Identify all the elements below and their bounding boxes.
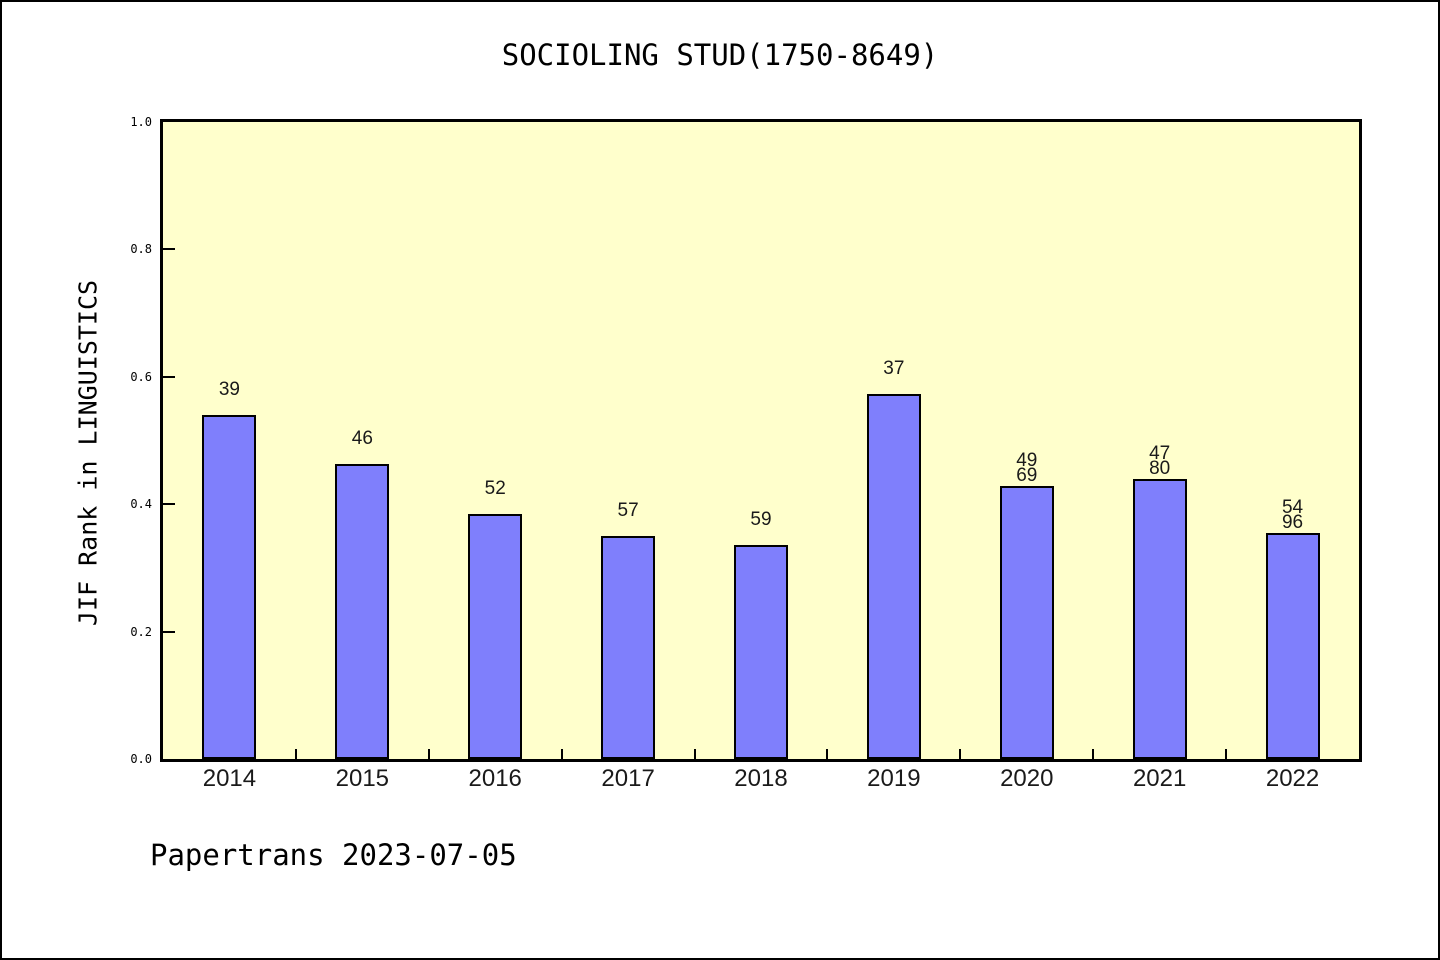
bar-2018 bbox=[734, 545, 788, 759]
bar-value-label-2015: 46 bbox=[351, 428, 373, 449]
x-tick-mark bbox=[427, 749, 430, 759]
y-tick-mark bbox=[163, 375, 175, 378]
x-tick-label-2019: 2019 bbox=[867, 765, 921, 792]
x-tick-label-2022: 2022 bbox=[1265, 765, 1320, 792]
bar-2014 bbox=[202, 415, 257, 759]
y-tick-mark bbox=[163, 248, 175, 251]
bar-value-label-2019: 37 bbox=[883, 358, 905, 379]
bar-2019 bbox=[866, 394, 921, 759]
y-tick-label: 0.2 bbox=[130, 624, 152, 639]
y-tick-label: 0.0 bbox=[130, 752, 152, 766]
bar-2015 bbox=[335, 464, 390, 759]
x-tick-mark bbox=[560, 749, 563, 759]
x-tick-mark bbox=[693, 749, 696, 759]
chart-title: SOCIOLING STUD(1750-8649) bbox=[501, 38, 939, 72]
bar-value-label-2014: 39 bbox=[218, 379, 240, 400]
x-tick-mark bbox=[1225, 749, 1228, 759]
x-tick-label-2017: 2017 bbox=[601, 765, 655, 792]
plot-area: 39 46 52 57 59 37 49 69 47 80 54 96 bbox=[160, 119, 1362, 762]
x-tick-mark bbox=[294, 749, 297, 759]
y-tick-mark bbox=[163, 503, 175, 506]
x-tick-label-2018: 2018 bbox=[734, 765, 788, 792]
y-tick-label: 0.4 bbox=[130, 497, 152, 512]
bar-2020 bbox=[999, 486, 1054, 759]
watermark-text: Papertrans 2023-07-05 bbox=[150, 838, 517, 872]
x-tick-mark bbox=[959, 749, 962, 759]
bar-2021 bbox=[1132, 479, 1187, 759]
bar-value-label-2017: 57 bbox=[617, 500, 639, 521]
x-tick-mark bbox=[1092, 749, 1095, 759]
x-tick-label-2020: 2020 bbox=[1000, 765, 1054, 792]
bar-2016 bbox=[468, 514, 523, 759]
x-tick-label-2014: 2014 bbox=[202, 765, 257, 792]
x-tick-label-2021: 2021 bbox=[1132, 765, 1187, 792]
y-axis-title: JIF Rank in LINGUISTICS bbox=[73, 279, 103, 627]
x-tick-mark bbox=[826, 749, 829, 759]
y-tick-label: 0.6 bbox=[130, 369, 152, 384]
y-tick-label: 1.0 bbox=[130, 115, 152, 129]
bar-value-label-2020: 49 69 bbox=[1016, 450, 1038, 486]
bar-value-label-2022: 54 96 bbox=[1281, 497, 1304, 533]
y-tick-mark bbox=[163, 630, 175, 633]
x-tick-label-2016: 2016 bbox=[468, 765, 522, 792]
bar-2017 bbox=[601, 536, 656, 759]
y-tick-label: 0.8 bbox=[130, 242, 152, 257]
bar-value-label-2021: 47 80 bbox=[1149, 443, 1171, 479]
bar-value-label-2018: 59 bbox=[750, 509, 772, 530]
bar-2022 bbox=[1265, 533, 1320, 759]
x-tick-label-2015: 2015 bbox=[335, 765, 390, 792]
bar-value-label-2016: 52 bbox=[484, 478, 506, 499]
